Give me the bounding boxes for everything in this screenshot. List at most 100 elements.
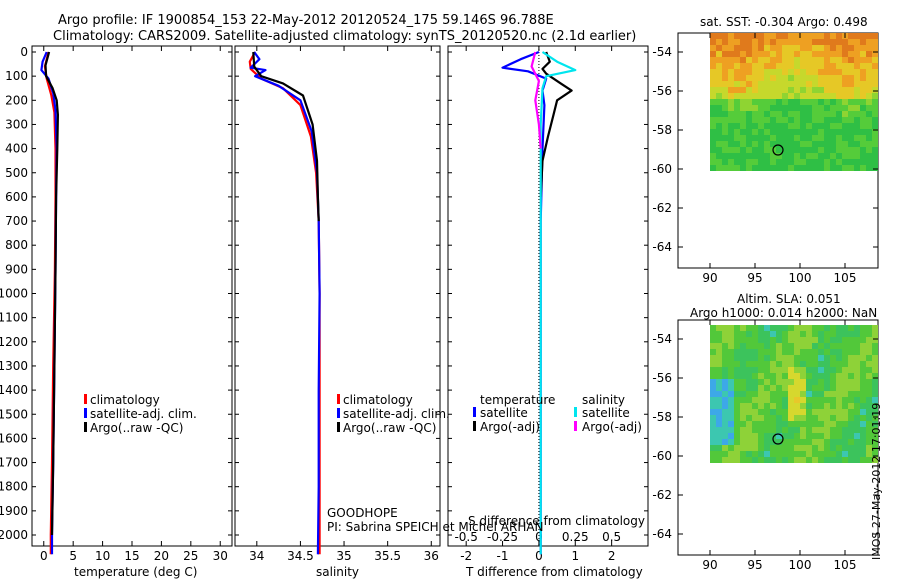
map-pixel xyxy=(842,331,848,337)
map-pixel xyxy=(800,105,806,111)
map-pixel xyxy=(716,63,722,69)
map-pixel xyxy=(770,325,776,331)
map-pixel xyxy=(848,57,854,63)
map-pixel xyxy=(812,331,818,337)
map-pixel xyxy=(758,433,764,439)
map-pixel xyxy=(758,81,764,87)
map-pixel xyxy=(716,403,722,409)
map-pixel xyxy=(794,415,800,421)
map-pixel xyxy=(728,51,734,57)
map-pixel xyxy=(872,445,878,451)
map-pixel xyxy=(716,361,722,367)
map-pixel xyxy=(764,343,770,349)
map-pixel xyxy=(710,355,716,361)
map-pixel xyxy=(740,397,746,403)
map-pixel xyxy=(824,87,830,93)
map-pixel xyxy=(794,343,800,349)
map-pixel xyxy=(866,105,872,111)
map-pixel xyxy=(758,111,764,117)
map-pixel xyxy=(842,69,848,75)
map-pixel xyxy=(836,385,842,391)
map-pixel xyxy=(860,445,866,451)
map-pixel xyxy=(854,45,860,51)
map-pixel xyxy=(848,421,854,427)
map-pixel xyxy=(800,403,806,409)
map-pixel xyxy=(710,325,716,331)
map-pixel xyxy=(710,33,716,39)
map-pixel xyxy=(740,123,746,129)
map-pixel xyxy=(728,75,734,81)
map-pixel xyxy=(770,63,776,69)
map-pixel xyxy=(812,123,818,129)
map-pixel xyxy=(848,33,854,39)
map-pixel xyxy=(764,325,770,331)
map-pixel xyxy=(752,415,758,421)
map-pixel xyxy=(794,385,800,391)
map-pixel xyxy=(818,45,824,51)
map-pixel xyxy=(764,99,770,105)
map-pixel xyxy=(818,331,824,337)
map-pixel xyxy=(728,403,734,409)
map-pixel xyxy=(866,361,872,367)
map-pixel xyxy=(716,165,722,171)
map-pixel xyxy=(716,69,722,75)
map-pixel xyxy=(836,457,842,463)
depth-tick-label: 100 xyxy=(5,69,28,83)
map-pixel xyxy=(758,361,764,367)
map-pixel xyxy=(800,63,806,69)
map-pixel xyxy=(734,117,740,123)
depth-tick-label: 1300 xyxy=(0,359,28,373)
map-pixel xyxy=(842,93,848,99)
map-pixel xyxy=(800,343,806,349)
map-pixel xyxy=(806,391,812,397)
map-pixel xyxy=(788,57,794,63)
map-pixel xyxy=(818,159,824,165)
map-pixel xyxy=(806,75,812,81)
map-pixel xyxy=(866,421,872,427)
map-pixel xyxy=(806,355,812,361)
map-pixel xyxy=(710,397,716,403)
map-pixel xyxy=(746,409,752,415)
map-pixel xyxy=(746,415,752,421)
map-pixel xyxy=(770,367,776,373)
map-pixel xyxy=(728,123,734,129)
map-pixel xyxy=(752,153,758,159)
map-pixel xyxy=(788,111,794,117)
map-pixel xyxy=(866,409,872,415)
map-pixel xyxy=(782,87,788,93)
map-pixel xyxy=(866,147,872,153)
map-pixel xyxy=(860,135,866,141)
map-pixel xyxy=(866,373,872,379)
map-pixel xyxy=(830,331,836,337)
map-pixel xyxy=(812,39,818,45)
map-pixel xyxy=(800,153,806,159)
map-pixel xyxy=(758,105,764,111)
map-pixel xyxy=(848,45,854,51)
map-pixel xyxy=(788,457,794,463)
map-pixel xyxy=(800,397,806,403)
map-pixel xyxy=(782,385,788,391)
map-pixel xyxy=(788,81,794,87)
map-pixel xyxy=(842,141,848,147)
map-pixel xyxy=(866,99,872,105)
map-pixel xyxy=(722,87,728,93)
map-pixel xyxy=(800,75,806,81)
map-pixel xyxy=(716,105,722,111)
map-pixel xyxy=(812,87,818,93)
map-pixel xyxy=(734,355,740,361)
map-pixel xyxy=(752,403,758,409)
map-pixel xyxy=(740,81,746,87)
map-pixel xyxy=(734,421,740,427)
map-pixel xyxy=(782,451,788,457)
map-pixel xyxy=(818,385,824,391)
x-tick-label: -1 xyxy=(497,549,509,563)
map-pixel xyxy=(758,373,764,379)
difference-xlabel: T difference from climatology xyxy=(466,565,643,579)
map-pixel xyxy=(860,159,866,165)
map-pixel xyxy=(770,75,776,81)
map-pixel xyxy=(716,159,722,165)
map-pixel xyxy=(854,129,860,135)
map-pixel xyxy=(872,355,878,361)
map-pixel xyxy=(818,57,824,63)
map-pixel xyxy=(824,33,830,39)
